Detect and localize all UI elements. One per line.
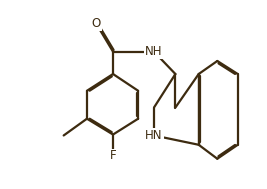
Text: NH: NH <box>145 45 163 58</box>
Text: HN: HN <box>145 129 163 142</box>
Text: O: O <box>92 17 101 30</box>
Text: F: F <box>110 149 116 163</box>
